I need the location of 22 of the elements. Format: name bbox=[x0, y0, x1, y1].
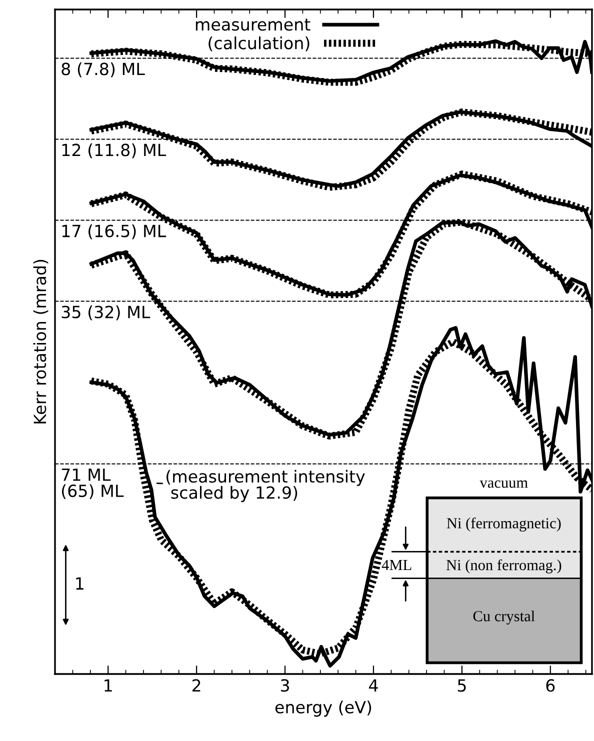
annotation: 35 (32) ML bbox=[62, 305, 150, 320]
annotation: Ni (non ferromag.) bbox=[446, 559, 562, 574]
y-axis-title: Kerr rotation (mrad) bbox=[33, 260, 48, 424]
annotation: 12 (11.8) ML bbox=[62, 143, 166, 158]
annotation: 71 ML (65) ML bbox=[62, 468, 124, 500]
x-axis-title: energy (eV) bbox=[275, 700, 372, 717]
x-tick-label: 4 bbox=[368, 679, 378, 692]
x-tick-label: 2 bbox=[192, 679, 200, 692]
annotation: vacuum bbox=[480, 480, 528, 488]
annotation: (measurement intensity scaled by 12.9) bbox=[166, 470, 365, 502]
annotation: Cu crystal bbox=[473, 610, 535, 624]
legend-label: (calculation) bbox=[208, 36, 310, 52]
annotation: 17 (16.5) ML bbox=[62, 224, 166, 240]
x-tick-label: 1 bbox=[104, 679, 112, 692]
annotation: 1 bbox=[76, 577, 84, 590]
annotation: 4ML bbox=[382, 560, 412, 570]
annotation: 8 (7.8) ML bbox=[62, 62, 145, 78]
annotation: Ni (ferromagnetic) bbox=[446, 517, 561, 532]
x-tick-label: 6 bbox=[546, 679, 555, 692]
x-tick-label: 3 bbox=[280, 679, 289, 692]
x-tick-label: 5 bbox=[458, 679, 466, 692]
legend-label: measurement bbox=[196, 18, 310, 31]
